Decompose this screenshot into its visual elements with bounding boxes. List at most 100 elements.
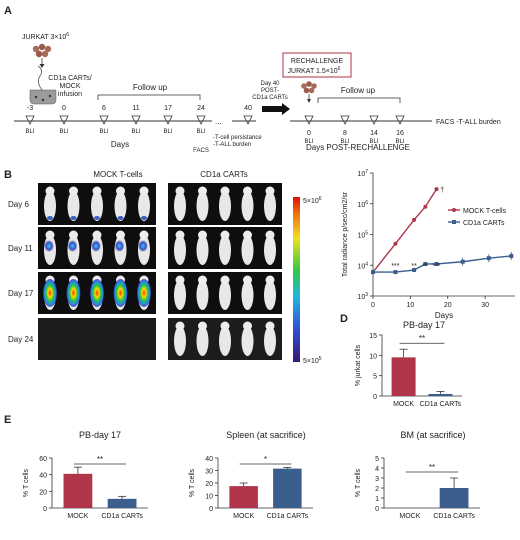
significance-annotation: *** [391, 263, 399, 270]
mouse-image [264, 275, 276, 310]
re-bli-label: BLI [369, 139, 378, 145]
bli-label: BLI [99, 129, 108, 135]
bar-y-tick-label: 5 [375, 456, 379, 463]
bar-y-tick-label: 5 [373, 374, 377, 381]
mouse-body [196, 191, 209, 221]
mouse-head [175, 275, 185, 285]
series-point [412, 217, 417, 222]
re-day-marker [395, 115, 405, 125]
bar [63, 473, 93, 508]
panel-d-label: D [340, 313, 348, 325]
bar [428, 393, 453, 396]
imaging-day-label: Day 11 [8, 244, 33, 253]
bar-y-tick-label: 60 [39, 456, 47, 463]
mouse-head [243, 321, 252, 331]
bar-chart-title: BM (at sacrifice) [400, 430, 465, 440]
mouse-head [175, 230, 185, 240]
bar [439, 488, 469, 508]
mouse-body [196, 280, 209, 310]
line-y-label: Total radiance p/sec/cm2/sr [342, 191, 349, 277]
bar-category-label: MOCK [233, 513, 254, 520]
day40-label: 40 [244, 105, 252, 112]
mouse-icon [29, 65, 57, 105]
facs-label: FACS [193, 148, 209, 154]
signal-spot [141, 216, 147, 220]
bar-chart-title: PB-day 17 [403, 320, 445, 330]
mouse-image [219, 275, 231, 310]
mock-imaging-panel [38, 318, 156, 360]
mouse-body [196, 326, 209, 356]
timeline-days: -3 BLI 0 BLI 6 BLI 11 BLI 17 BLI 24 BLI [25, 105, 206, 135]
signal-spot [114, 240, 125, 252]
legend-label: CD1a CARTs [463, 220, 505, 227]
mouse-body [219, 235, 231, 265]
mouse-head [175, 186, 185, 196]
rechallenge-dose: JURKAT 1.5×106 [288, 66, 341, 75]
bli-label: BLI [25, 129, 34, 135]
follow-up-bracket [97, 94, 201, 100]
mouse-head [265, 275, 275, 285]
series-point [460, 259, 465, 264]
bar-category-label: MOCK [399, 513, 420, 520]
day-marker [163, 115, 173, 125]
mouse-image [137, 275, 151, 310]
mouse-body [264, 191, 276, 221]
re-day-value: 0 [307, 130, 311, 137]
signal-spot [117, 216, 124, 220]
significance-annotation: ** [423, 263, 429, 270]
signal-spot [43, 279, 57, 307]
signal-spot [137, 279, 151, 307]
rechallenge-days: 0 BLI 8 BLI 14 BLI 16 BLI [304, 115, 405, 145]
bli-label: BLI [196, 129, 205, 135]
significance-stars: ** [97, 455, 103, 464]
scale-bottom-label: 5×105 [303, 356, 322, 365]
day-value: -3 [27, 105, 33, 112]
mouse-head [175, 321, 185, 331]
line-y-tick-label: 106 [357, 200, 368, 209]
panel-d: D PB-day 17 0 5 10 15 % jurkat cells MOCK CD1a … [340, 313, 462, 408]
days-post-label: Days POST-RECHALLENGE [306, 143, 410, 152]
rechallenge-arrow [262, 103, 290, 115]
mouse-image [264, 321, 276, 356]
svg-text:CD1a CARTs/: CD1a CARTs/ [48, 75, 91, 82]
mouse-image [44, 230, 56, 265]
mouse-head [92, 186, 102, 196]
bar-y-tick-label: 40 [205, 456, 213, 463]
significance-stars: ** [429, 463, 435, 472]
facs-burden-label: FACS -T-ALL burden [436, 119, 501, 126]
line-x-label: Days [435, 311, 453, 320]
timeline-dots: ... [215, 117, 222, 126]
mouse-body [241, 326, 254, 356]
panel-e-spleen-chart: Spleen (at sacrifice) 0 10 20 30 40 % T cells M… [189, 430, 313, 520]
bar-y-tick-label: 1 [375, 496, 379, 503]
persistence-label-2: -T-ALL burden [213, 142, 251, 148]
mouse-body [67, 191, 80, 221]
svg-text:infusion: infusion [58, 91, 82, 98]
days-label: Days [111, 140, 129, 149]
line-x-tick-label: 20 [444, 302, 452, 309]
signal-spot [47, 216, 53, 220]
bar-category-label: CD1a CARTs [433, 513, 475, 520]
imaging-day-label: Day 17 [8, 289, 34, 298]
significance-stars: ** [419, 334, 425, 343]
mouse-body [241, 191, 254, 221]
bar-y-tick-label: 10 [369, 353, 377, 360]
mouse-image [138, 186, 150, 221]
line-y-tick-label: 105 [357, 231, 368, 240]
series-point [423, 261, 428, 266]
mouse-head [198, 230, 207, 240]
rechallenge-box [282, 52, 352, 78]
bar-category-label: MOCK [393, 401, 414, 408]
bar-chart-title: Spleen (at sacrifice) [226, 430, 306, 440]
day-value: 6 [102, 105, 106, 112]
mouse-head [92, 230, 102, 240]
re-bli-label: BLI [340, 139, 349, 145]
line-x-tick-label: 10 [406, 302, 414, 309]
radiance-scale-bar [293, 197, 300, 362]
bar-y-tick-label: 40 [39, 473, 47, 480]
infusion-label: CD1a CARTs/ MOCK infusion [48, 75, 91, 98]
mouse-image [113, 275, 128, 310]
bar-y-tick-label: 3 [375, 476, 379, 483]
mouse-image [174, 186, 186, 221]
